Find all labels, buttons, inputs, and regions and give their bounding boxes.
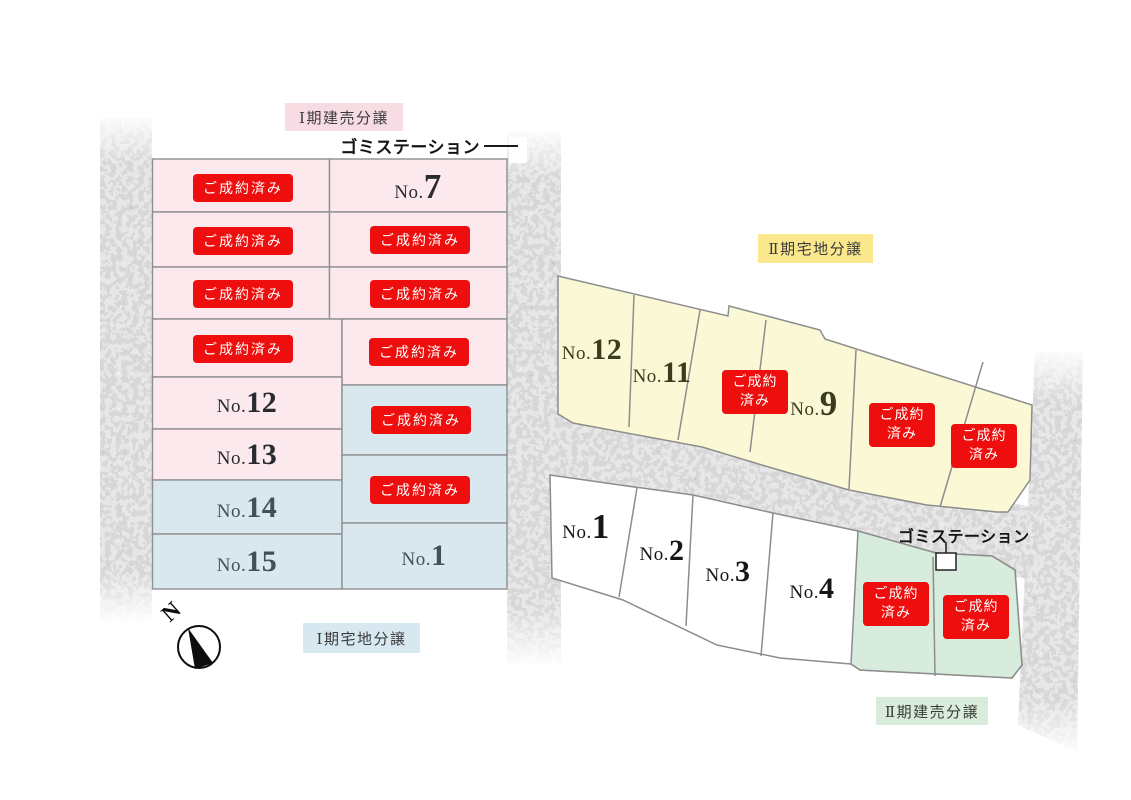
lot-p2built-no3: No. 3 <box>705 555 751 588</box>
sold-badge-p1-8: ご成約済み <box>371 406 471 434</box>
sold-badge-p1-3: ご成約済み <box>193 280 293 308</box>
lot-p1-no15-shape <box>151 533 343 590</box>
sold-badge-p1-4: ご成約済み <box>193 335 293 363</box>
trash-station-label-top: ゴミステーション <box>340 138 480 157</box>
lot-p1-no1: No. 1 <box>401 539 447 572</box>
lot-divider <box>760 512 774 657</box>
label-phase1-land-text: Ⅰ期宅地分譲 <box>316 631 407 648</box>
road-center <box>507 132 561 665</box>
lot-p2land-no11: No. 11 <box>632 356 692 389</box>
sold-badge-p2built-2: ご成約 済み <box>943 595 1009 639</box>
sold-badge-p2land-1: ご成約 済み <box>722 370 788 414</box>
trash-station-label-bottom: ゴミステーション <box>898 529 1030 546</box>
north-compass <box>177 625 221 669</box>
lot-p1-no13: No. 13 <box>216 438 278 471</box>
lot-p1-no15: No. 15 <box>216 545 278 578</box>
lot-p1-no14: No. 14 <box>216 491 278 524</box>
sold-badge-p1-2: ご成約済み <box>193 227 293 255</box>
sold-badge-p2land-3: ご成約 済み <box>951 424 1017 468</box>
sold-badge-p1-5: ご成約済み <box>370 226 470 254</box>
lot-divider <box>677 309 701 441</box>
sold-badge-p2land-2: ご成約 済み <box>869 403 935 447</box>
road-middle-diagonal <box>540 402 1055 585</box>
sold-badge-p1-6: ご成約済み <box>370 280 470 308</box>
road-left <box>100 118 152 622</box>
compass-circle <box>177 625 221 669</box>
label-phase2-land-text: Ⅱ期宅地分譲 <box>768 242 863 258</box>
sold-badge-p1-9: ご成約済み <box>370 476 470 504</box>
phase2-built-block <box>549 474 1023 679</box>
road-fade <box>505 606 565 668</box>
lot-p1-no12: No. 12 <box>216 386 278 419</box>
sold-badge-p1-7: ご成約済み <box>369 338 469 366</box>
sold-badge-p1-1: ご成約済み <box>193 174 293 202</box>
lot-p2built-no4: No. 4 <box>789 572 835 605</box>
lot-p1-no7-shape <box>328 158 508 213</box>
lot-divider <box>848 349 857 490</box>
trash-station-square <box>935 552 957 571</box>
road-fade <box>1010 700 1084 755</box>
phase1-block <box>151 158 508 590</box>
label-phase2-built: Ⅱ期建売分譲 <box>876 697 988 725</box>
lot-p2land-no9: No. 9 <box>790 384 838 423</box>
trash-station-notch <box>509 137 527 163</box>
lot-divider <box>628 294 635 428</box>
lot-p1-no1-shape <box>341 522 508 590</box>
road-fade <box>98 112 156 164</box>
road-fade <box>98 572 156 624</box>
sold-badge-p2built-1: ご成約 済み <box>863 582 929 626</box>
compass-needle-icon <box>188 628 213 669</box>
lot-p1-no13-shape <box>151 428 343 481</box>
lot-p2land-no12: No. 12 <box>561 333 623 366</box>
label-phase1-land: Ⅰ期宅地分譲 <box>303 623 420 653</box>
road-fade <box>1030 346 1088 402</box>
lot-p2built-no2: No. 2 <box>639 534 685 567</box>
lot-divider <box>932 556 936 677</box>
road-fades <box>98 112 1088 755</box>
label-phase2-land: Ⅱ期宅地分譲 <box>758 234 873 263</box>
road-right <box>1018 352 1083 752</box>
label-phase1-built-text: Ⅰ期建売分譲 <box>299 110 389 127</box>
lot-p2built-no1: No. 1 <box>562 507 610 546</box>
lot-p1-no7: No. 7 <box>394 167 442 206</box>
label-phase1-built: Ⅰ期建売分譲 <box>285 103 403 131</box>
phase2-land-outline <box>557 275 1033 513</box>
lot-divider <box>685 494 694 627</box>
lot-p1-no14-shape <box>151 479 343 535</box>
roads <box>100 118 1083 752</box>
lot-divider <box>618 487 638 598</box>
label-phase2-built-text: Ⅱ期建売分譲 <box>884 704 980 721</box>
